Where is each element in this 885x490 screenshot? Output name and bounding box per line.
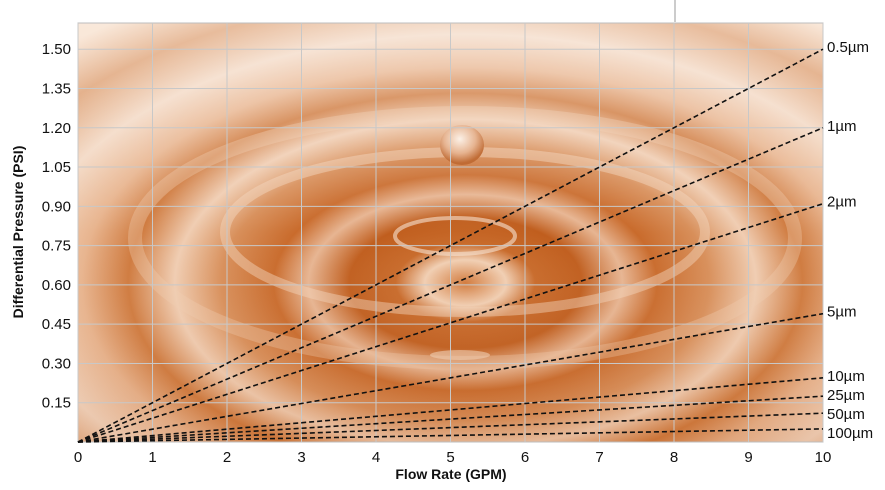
x-tick-label: 9 — [744, 449, 752, 466]
series-label: 1µm — [827, 118, 856, 135]
y-tick-label: 0.90 — [42, 198, 71, 215]
y-tick-label: 0.30 — [42, 355, 71, 372]
x-tick-label: 10 — [815, 449, 832, 466]
series-label: 25µm — [827, 387, 865, 404]
x-tick-label: 6 — [521, 449, 529, 466]
series-label: 50µm — [827, 406, 865, 423]
y-axis-ticks: 0.15 0.30 0.45 0.60 0.75 0.90 1.05 1.20 1.35 1.50 — [42, 41, 71, 412]
y-tick-label: 1.35 — [42, 80, 71, 97]
y-tick-label: 1.20 — [42, 120, 71, 137]
y-tick-label: 1.50 — [42, 41, 71, 58]
x-tick-label: 0 — [74, 449, 82, 466]
series-line — [77, 202, 824, 443]
grid — [77, 22, 824, 443]
series-line — [77, 377, 824, 443]
x-tick-label: 3 — [297, 449, 305, 466]
series-labels: 0.5µm 1µm 2µm 5µm 10µm 25µm 50µm 100µm — [827, 39, 873, 442]
x-tick-label: 2 — [223, 449, 231, 466]
series-line — [77, 395, 824, 443]
y-tick-label: 0.45 — [42, 316, 71, 333]
series-line — [77, 48, 824, 443]
series-label: 0.5µm — [827, 39, 869, 56]
x-tick-label: 4 — [372, 449, 380, 466]
series-line — [77, 312, 824, 443]
x-tick-label: 7 — [595, 449, 603, 466]
y-tick-label: 0.75 — [42, 238, 71, 255]
series-label: 10µm — [827, 368, 865, 385]
series-line — [77, 127, 824, 443]
y-axis-title: Differential Pressure (PSI) — [10, 146, 26, 319]
x-axis-title: Flow Rate (GPM) — [395, 466, 506, 482]
y-tick-label: 1.05 — [42, 159, 71, 176]
x-tick-label: 5 — [446, 449, 454, 466]
y-tick-label: 0.60 — [42, 277, 71, 294]
series-lines — [77, 48, 824, 443]
x-tick-label: 1 — [148, 449, 156, 466]
series-label: 2µm — [827, 194, 856, 211]
y-tick-label: 0.15 — [42, 395, 71, 412]
x-axis-ticks: 0 1 2 3 4 5 6 7 8 9 10 — [74, 449, 832, 466]
x-tick-label: 8 — [670, 449, 678, 466]
series-line — [77, 412, 824, 443]
series-line — [77, 428, 824, 443]
series-label: 100µm — [827, 425, 873, 442]
series-label: 5µm — [827, 304, 856, 321]
